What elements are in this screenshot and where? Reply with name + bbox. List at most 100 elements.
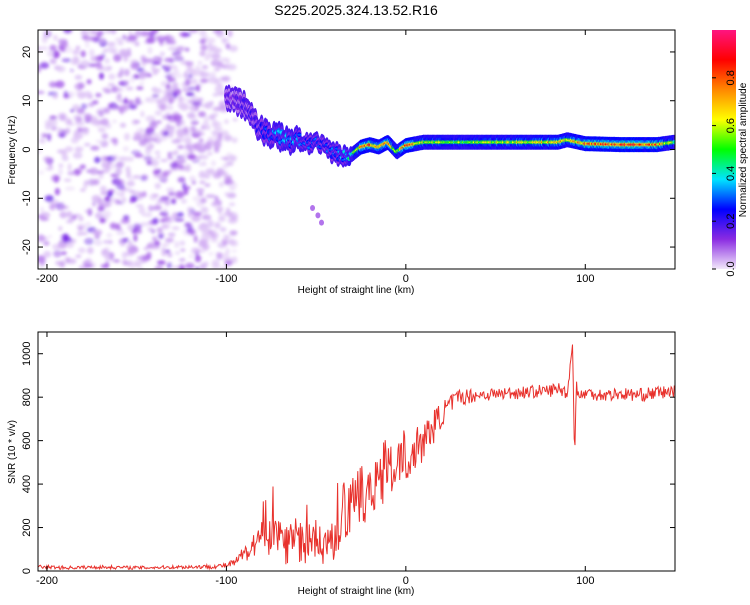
heatmap-cell: [114, 87, 125, 92]
heatmap-cell: [127, 99, 134, 106]
heatmap-cell: [231, 138, 238, 144]
heatmap-cell: [175, 190, 185, 199]
heatmap-cell: [133, 234, 138, 242]
heatmap-cell: [67, 171, 76, 176]
heatmap-cell: [167, 40, 178, 46]
heatmap-cell: [171, 139, 181, 144]
heatmap-cell: [94, 239, 103, 246]
heatmap-cell: [133, 132, 143, 137]
heatmap-cell: [198, 153, 206, 158]
x-tick-label: -200: [36, 575, 58, 587]
heatmap-cell: [180, 248, 186, 252]
heatmap-cell: [195, 266, 200, 269]
heatmap-cell: [88, 48, 95, 57]
snr-y-label: SNR (10 * v/v): [7, 420, 18, 484]
heatmap-cell: [139, 81, 145, 86]
heatmap-cell: [153, 240, 161, 247]
heatmap-cell: [161, 242, 170, 248]
heatmap-cell: [107, 189, 116, 193]
heatmap-cell: [54, 187, 61, 196]
heatmap-cell: [162, 131, 169, 136]
heatmap-cell: [89, 63, 97, 67]
heatmap-cell: [145, 127, 155, 135]
heatmap-cell: [199, 70, 206, 78]
heatmap-cell: [159, 103, 167, 111]
heatmap-cell: [50, 125, 58, 131]
x-tick-label: -200: [36, 273, 58, 285]
heatmap-cell: [191, 215, 201, 222]
heatmap-cell: [197, 131, 205, 136]
heatmap-cell: [166, 115, 173, 119]
heatmap-cell: [187, 86, 197, 92]
heatmap-cell: [85, 222, 92, 227]
heatmap-cell: [38, 63, 41, 69]
heatmap-cell: [121, 187, 132, 192]
heatmap-cell: [101, 133, 109, 140]
heatmap-cell: [219, 227, 227, 232]
heatmap-cell: [102, 201, 110, 208]
heatmap-cell: [102, 210, 112, 218]
heatmap-cell: [227, 154, 238, 161]
heatmap-cell: [221, 238, 229, 243]
heatmap-cell: [152, 71, 158, 76]
heatmap-cell: [228, 202, 236, 206]
heatmap-cell: [153, 169, 160, 175]
heatmap-cell: [52, 50, 60, 59]
heatmap-cell: [104, 57, 110, 64]
heatmap-cell: [180, 156, 186, 161]
heatmap-cell: [154, 266, 159, 269]
heatmap-cell: [160, 80, 168, 87]
heatmap-cell: [53, 249, 62, 258]
heatmap-cell: [185, 92, 195, 97]
heatmap-cell: [152, 205, 162, 211]
heatmap-cell: [191, 159, 201, 163]
heatmap-cell: [187, 154, 197, 160]
heatmap-cell: [231, 256, 238, 264]
heatmap-cell: [104, 260, 110, 269]
heatmap-cell: [218, 82, 223, 89]
heatmap-cell: [189, 117, 198, 121]
y-tick-label: 10: [21, 95, 33, 107]
heatmap-cell: [90, 145, 100, 151]
heatmap-cell: [176, 212, 184, 218]
heatmap-cell: [175, 55, 184, 60]
heatmap-cell: [205, 140, 215, 144]
heatmap-cell: [104, 253, 110, 261]
heatmap-cell: [76, 223, 87, 231]
heatmap-cell: [80, 103, 88, 110]
snr-x-label: Height of straight line (km): [298, 586, 415, 597]
colorbar-tick-label: 0.6: [725, 118, 737, 133]
heatmap-cell: [209, 100, 214, 106]
heatmap-cell: [161, 250, 167, 257]
heatmap-cell: [184, 144, 193, 151]
heatmap-cell: [117, 98, 123, 102]
heatmap-cell: [118, 105, 123, 112]
heatmap-cell: [148, 241, 155, 249]
heatmap-cell: [163, 207, 168, 213]
heatmap-cell: [132, 135, 143, 141]
heatmap-cell: [189, 228, 197, 237]
heatmap-cell: [177, 176, 186, 183]
heatmap-cell: [161, 223, 171, 230]
heatmap-cell: [224, 176, 232, 182]
heatmap-cell: [140, 30, 150, 37]
heatmap-cell: [202, 243, 210, 251]
spectrogram-x-ticks: -200 -100 0 100: [36, 30, 594, 285]
x-tick-label: 0: [403, 575, 409, 587]
colorbar-gradient: [712, 30, 736, 269]
heatmap-cell: [63, 178, 72, 182]
heatmap-cell: [159, 51, 165, 57]
heatmap-cell: [178, 32, 188, 37]
heatmap-ridge: [224, 84, 675, 168]
heatmap-cell: [148, 30, 156, 38]
heatmap-cell: [156, 98, 162, 106]
heatmap-cell: [210, 229, 217, 235]
heatmap-cell: [132, 175, 141, 179]
heatmap-cell: [205, 194, 216, 199]
heatmap-cell: [53, 34, 58, 41]
heatmap-cell: [58, 167, 63, 176]
heatmap-cell: [88, 102, 95, 107]
heatmap-cell: [84, 143, 91, 147]
heatmap-cell: [98, 37, 107, 45]
